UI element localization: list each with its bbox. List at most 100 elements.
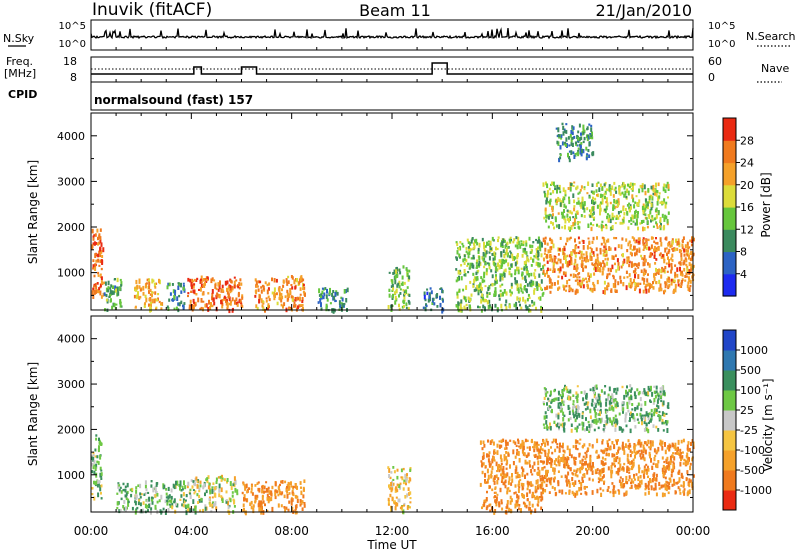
heatmap-cell (500, 260, 503, 265)
heatmap-cell (572, 492, 575, 497)
heatmap-cell (557, 268, 560, 271)
heatmap-cell (94, 266, 97, 271)
heatmap-cell (99, 236, 102, 241)
heatmap-cell (200, 278, 203, 284)
heatmap-cell (649, 447, 652, 451)
heatmap-cell (500, 251, 503, 255)
heatmap-cell (100, 491, 102, 495)
heatmap-cell (619, 463, 622, 468)
heatmap-cell (540, 506, 543, 511)
heatmap-cell (94, 283, 97, 288)
heatmap-cell (100, 472, 103, 476)
heatmap-cell (509, 500, 512, 505)
heatmap-cell (649, 252, 652, 257)
heatmap-cell (653, 249, 656, 254)
heatmap-cell (576, 276, 579, 279)
heatmap-cell (553, 257, 556, 263)
heatmap-cell (596, 488, 599, 494)
heatmap-cell (523, 267, 526, 271)
heatmap-cell (577, 136, 580, 141)
heatmap-cell (627, 257, 630, 262)
heatmap-cell (547, 216, 550, 220)
heatmap-cell (470, 257, 473, 260)
heatmap-cell (345, 298, 348, 303)
heatmap-cell (460, 264, 463, 267)
heatmap-cell (609, 226, 612, 231)
heatmap-cell (617, 462, 620, 465)
heatmap-cell (430, 290, 433, 295)
heatmap-cell (559, 402, 562, 404)
heatmap-cell (505, 473, 508, 478)
heatmap-cell (154, 286, 157, 289)
heatmap-cell (607, 395, 610, 401)
heatmap-cell (257, 502, 260, 506)
heatmap-cell (522, 248, 525, 253)
heatmap-cell (92, 259, 95, 262)
heatmap-cell (554, 448, 557, 453)
heatmap-cell (605, 252, 608, 257)
heatmap-cell (551, 258, 554, 263)
heatmap-cell (688, 269, 691, 275)
heatmap-cell (516, 283, 519, 289)
heatmap-cell (689, 257, 692, 262)
heatmap-cell (509, 236, 512, 239)
heatmap-cell (634, 484, 637, 488)
heatmap-cell (395, 288, 398, 294)
heatmap-cell (537, 500, 540, 504)
heatmap-cell (484, 285, 487, 288)
heatmap-cell (406, 269, 409, 274)
heatmap-cell (557, 402, 560, 408)
heatmap-cell (631, 460, 633, 465)
heatmap-cell (531, 484, 534, 487)
nsky-trace (90, 27, 694, 40)
heatmap-cell (638, 288, 641, 294)
heatmap-cell (211, 488, 214, 494)
heatmap-cell (469, 306, 472, 312)
heatmap-cell (481, 447, 484, 451)
heatmap-cell (591, 240, 594, 244)
heatmap-cell (637, 421, 640, 424)
heatmap-cell (521, 493, 524, 497)
heatmap-cell (169, 292, 172, 296)
heatmap-cell (399, 288, 402, 291)
heatmap-cell (197, 297, 200, 303)
heatmap-cell (250, 487, 253, 491)
heatmap-cell (506, 503, 509, 508)
heatmap-cell (607, 443, 609, 448)
heatmap-cell (642, 203, 645, 207)
heatmap-cell (555, 261, 558, 265)
heatmap-cell (551, 208, 554, 213)
heatmap-cell (206, 277, 209, 281)
heatmap-cell (504, 303, 507, 307)
heatmap-cell (653, 390, 656, 394)
heatmap-cell (622, 216, 625, 220)
heatmap-cell (556, 200, 558, 203)
heatmap-cell (575, 411, 578, 415)
heatmap-cell (557, 258, 560, 262)
heatmap-cell (480, 276, 483, 279)
heatmap-cell (596, 224, 598, 227)
heatmap-cell (555, 127, 558, 130)
heatmap-cell (539, 475, 542, 478)
heatmap-cell (519, 244, 522, 249)
heatmap-cell (581, 260, 584, 264)
heatmap-cell (538, 454, 541, 459)
heatmap-cell (661, 440, 664, 445)
heatmap-cell (229, 498, 232, 503)
heatmap-cell (566, 254, 569, 258)
heatmap-cell (598, 413, 601, 416)
heatmap-cell (543, 480, 546, 484)
heatmap-cell (118, 488, 121, 492)
heatmap-cell (262, 300, 265, 303)
heatmap-cell (566, 218, 569, 221)
heatmap-cell (557, 275, 560, 278)
heatmap-cell (603, 238, 606, 244)
heatmap-cell (93, 234, 96, 237)
heatmap-cell (485, 497, 488, 502)
heatmap-cell (549, 268, 552, 271)
heatmap-cell (465, 246, 468, 250)
heatmap-cell (614, 456, 617, 460)
heatmap-cell (524, 275, 527, 280)
heatmap-cell (568, 263, 571, 266)
heatmap-cell (652, 184, 655, 190)
